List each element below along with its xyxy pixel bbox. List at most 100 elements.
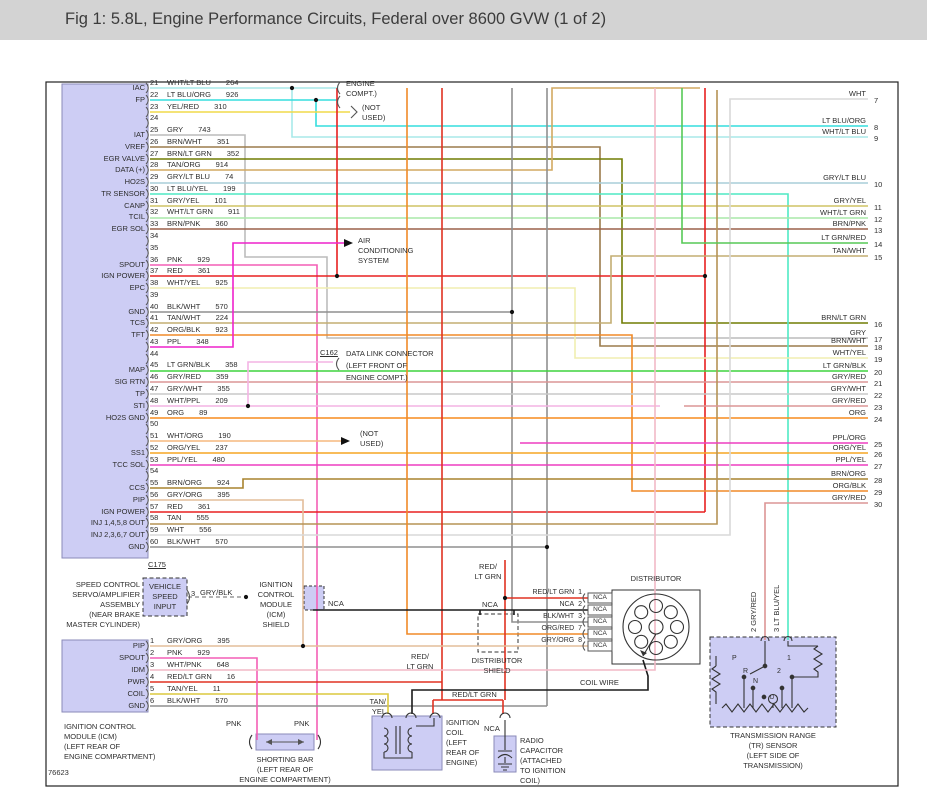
edge-wire-label-27: PPL/YEL <box>835 455 866 464</box>
pcm-pin-57-label: 57 RED 361 <box>150 502 211 511</box>
edge-wire-label-28: BRN/ORG <box>830 469 866 478</box>
junction-dot <box>245 403 251 409</box>
distributor-label: DISTRIBUTOR <box>630 574 682 583</box>
distributor-pin-label-8: GRY/ORG 8 <box>541 637 582 644</box>
pcm-pin-32-bracket-icon <box>145 211 149 223</box>
vehicle-speed-input-box <box>142 577 188 617</box>
c162-id: C162 <box>320 348 338 357</box>
edge-pin-number-22: 22 <box>874 391 883 400</box>
pcm-pin-32-label: 32 WHT/LT GRN 911 <box>150 207 240 216</box>
pcm-pin-41-bracket-icon <box>145 317 149 329</box>
coil-terminal-brackets-icon <box>381 712 441 719</box>
pcm-pin-36-signal: SPOUT <box>119 260 145 269</box>
pcm-pin-52-signal: SS1 <box>130 448 145 457</box>
wire-wht-lt-blu <box>291 88 868 138</box>
pcm-pin-26-signal: VREF <box>124 142 145 151</box>
tan-yel-label: TAN/ YEL <box>369 697 386 716</box>
icm-pin-5-signal: COIL <box>127 689 145 698</box>
wire-pnk <box>150 264 318 740</box>
engine-compt-label: ENGINE COMPT.) <box>346 79 377 98</box>
icm-pin-1-bracket-icon <box>145 640 149 652</box>
icm-pin-2-signal: SPOUT <box>119 653 145 662</box>
icm-pin-4-signal: PWR <box>127 677 146 686</box>
tr-entry-brackets-icon <box>760 635 793 642</box>
junction-dot <box>334 273 340 279</box>
pcm-pin-32-signal: TCIL <box>128 212 145 221</box>
pcm-pin-31-signal: CANP <box>124 201 145 210</box>
wire-lt-blu-org <box>315 100 868 127</box>
distributor-box <box>611 589 701 665</box>
coil-wire-label: COIL WIRE <box>580 678 619 687</box>
pcm-pin-50-label: 50 <box>150 419 159 428</box>
pcm-connector-block <box>61 83 149 559</box>
data-link-connector-label: DATA LINK CONNECTOR (LEFT FRONT OF ENGIN… <box>346 349 434 382</box>
pcm-pin-51-bracket-icon <box>145 435 149 447</box>
distributor-pin-label-1: RED/LT GRN 1 <box>532 589 582 596</box>
pcm-pin-21-bracket-icon <box>145 82 149 94</box>
pcm-pin-34-bracket-icon <box>145 235 149 247</box>
edge-pin-number-23: 23 <box>874 403 883 412</box>
icm-pin-3-signal: IDM <box>131 665 145 674</box>
pcm-pin-51-label: 51 WHT/ORG 190 <box>150 431 231 440</box>
icm-pin-3-label: 3 WHT/PNK 648 <box>150 660 230 669</box>
pcm-pin-29-label: 29 GRY/LT BLU 74 <box>150 172 234 181</box>
wire-tan-wht <box>150 255 868 324</box>
edge-pin-number-18: 18 <box>874 343 883 352</box>
capacitor-bracket-icon <box>499 712 511 719</box>
wire-tan <box>150 90 718 525</box>
distributor-bracket-icon <box>582 617 586 627</box>
edge-pin-number-7: 7 <box>874 96 879 105</box>
edge-wire-label-26: ORG/YEL <box>832 443 866 452</box>
pcm-pin-47-bracket-icon <box>145 388 149 400</box>
wire-blk-wht <box>511 88 588 623</box>
vss-wire-label: GRY/BLK <box>200 588 233 597</box>
junction-dot <box>544 544 550 550</box>
wire-wht-ppl <box>247 361 333 406</box>
edge-wire-label-12: WHT/LT GRN <box>820 208 866 217</box>
pcm-pin-31-label: 31 GRY/YEL 101 <box>150 196 227 205</box>
edge-wire-label-15: TAN/WHT <box>832 246 866 255</box>
wire-gry-org <box>150 499 304 646</box>
vss-bracket-icon <box>186 589 191 605</box>
pcm-pin-23-bracket-icon <box>145 106 149 118</box>
figure-title: Fig 1: 5.8L, Engine Performance Circuits… <box>65 10 607 28</box>
pcm-pin-22-label: 22 LT BLU/ORG 926 <box>150 90 239 99</box>
edge-wire-label-20: LT GRN/BLK <box>822 361 866 370</box>
icm-pin-6-label: 6 BLK/WHT 570 <box>150 696 228 705</box>
speed-control-label: SPEED CONTROL SERVO/AMPLIFIER ASSEMBLY (… <box>66 580 140 629</box>
pcm-pin-48-signal: STI <box>133 401 145 410</box>
vss-pin-number: 3 <box>191 589 196 598</box>
icm-module-label: IGNITION CONTROL MODULE (ICM) (LEFT REAR… <box>64 722 156 761</box>
edge-pin-number-25: 25 <box>874 440 883 449</box>
icm-shield-box <box>303 585 325 611</box>
pcm-pin-30-signal: TR SENSOR <box>101 189 145 198</box>
tr-position-N: N <box>753 678 759 685</box>
pcm-pin-40-bracket-icon <box>145 306 149 318</box>
edge-pin-number-20: 20 <box>874 368 883 377</box>
pcm-pin-59-bracket-icon <box>145 529 149 541</box>
shorting-bar-label: SHORTING BAR (LEFT REAR OF ENGINE COMPAR… <box>239 755 331 784</box>
icm-pin-6-bracket-icon <box>145 700 149 712</box>
pcm-pin-45-label: 45 LT GRN/BLK 358 <box>150 360 238 369</box>
distributor-cell-text-7: NCA <box>593 630 607 637</box>
pcm-pin-28-label: 28 TAN/ORG 914 <box>150 160 229 169</box>
pcm-pin-53-signal: TCC SOL <box>112 460 145 469</box>
junction-dot <box>702 273 708 279</box>
pcm-pin-46-bracket-icon <box>145 376 149 388</box>
wire-lt-grn-red <box>681 88 868 244</box>
edge-pin-number-15: 15 <box>874 253 883 262</box>
pcm-pin-57-bracket-icon <box>145 506 149 518</box>
pcm-pin-35-label: 35 <box>150 243 159 252</box>
icm-pin-6-signal: GND <box>128 701 145 710</box>
pcm-pin-27-bracket-icon <box>145 153 149 165</box>
distributor-cell-3 <box>587 616 613 628</box>
edge-wire-label-22: GRY/WHT <box>830 384 866 393</box>
not-used-1-label: (NOT USED) <box>362 103 386 122</box>
pcm-pin-55-label: 55 BRN/ORG 924 <box>150 478 230 487</box>
junction-dot <box>502 595 508 601</box>
pcm-pin-56-bracket-icon <box>145 494 149 506</box>
edge-wire-label-21: GRY/RED <box>831 372 866 381</box>
pcm-pin-25-label: 25 GRY 743 <box>150 125 211 134</box>
edge-wire-label-30: GRY/RED <box>831 493 866 502</box>
pcm-pin-53-bracket-icon <box>145 459 149 471</box>
